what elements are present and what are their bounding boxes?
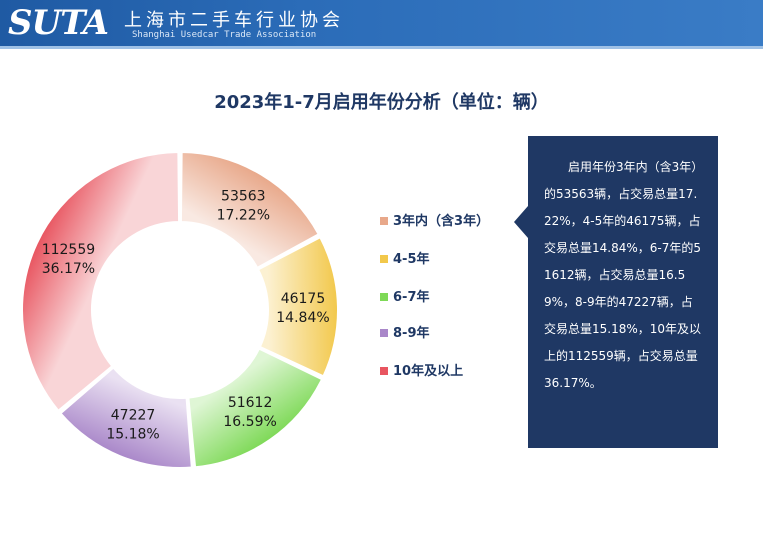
legend-label-3: 6-7年 (393, 290, 430, 305)
slice-8-9yr (59, 366, 193, 469)
suta-logo: SUTA (8, 3, 109, 43)
value-label-6-7yr: 51612 (228, 395, 273, 411)
legend-item-3: 6-7年 (380, 286, 430, 305)
note-callout-text: 启用年份3年内（含3年）的53563辆，占交易总量17.22%，4-5年的461… (544, 160, 704, 390)
legend-label-2: 4-5年 (393, 252, 430, 267)
slice-4-5yr (256, 235, 339, 378)
legend-item-1: 3年内（含3年） (380, 210, 489, 229)
org-name-cn: 上海市二手车行业协会 (124, 10, 344, 31)
header-divider (0, 46, 763, 49)
percent-label-4-5yr: 14.84% (276, 310, 329, 326)
legend-label-1: 3年内（含3年） (393, 214, 490, 229)
legend-item-5: 10年及以上 (380, 360, 463, 379)
percent-label-10yr-plus: 36.17% (42, 261, 95, 277)
percent-label-3yr: 17.22% (217, 208, 270, 224)
legend-swatch-1 (380, 216, 388, 225)
chart-title: 2023年1-7月启用年份分析（单位：辆） (214, 92, 549, 113)
legend-swatch-4 (380, 328, 388, 337)
legend-label-5: 10年及以上 (393, 364, 464, 379)
org-name-en: Shanghai Usedcar Trade Association (132, 30, 317, 40)
header-banner: SUTA 上海市二手车行业协会 Shanghai Usedcar Trade A… (0, 0, 763, 46)
value-label-8-9yr: 47227 (111, 408, 156, 424)
value-label-10yr-plus: 112559 (42, 242, 95, 258)
slice-10yr-plus (21, 150, 181, 413)
legend-swatch-2 (380, 254, 388, 263)
slice-6-7yr (187, 347, 324, 469)
value-label-4-5yr: 46175 (281, 291, 326, 307)
legend-item-2: 4-5年 (380, 248, 430, 267)
value-label-3yr: 53563 (221, 189, 266, 205)
legend-label-4: 8-9年 (393, 326, 430, 341)
legend-swatch-5 (380, 366, 388, 375)
legend-swatch-3 (380, 292, 388, 301)
legend-item-4: 8-9年 (380, 322, 430, 341)
percent-label-8-9yr: 15.18% (106, 427, 159, 443)
slice-3yr (179, 150, 321, 270)
percent-label-6-7yr: 16.59% (223, 414, 276, 430)
